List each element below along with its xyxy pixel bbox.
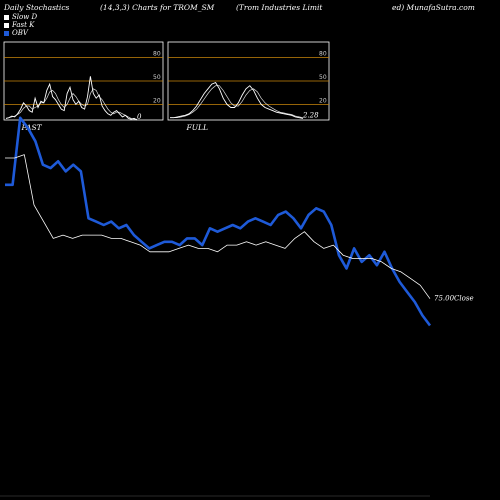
legend-swatch-obv xyxy=(4,30,9,36)
close-value-label: 75.00Close xyxy=(434,295,474,303)
legend-item-obv: OBV xyxy=(4,29,28,37)
full-tick-label-20: 20 xyxy=(319,97,327,104)
legend-label-slow-d: Slow D xyxy=(12,13,38,21)
main-series-close xyxy=(5,154,431,299)
chart-title-middle: (14,3,3) Charts for TROM_SM xyxy=(100,3,215,12)
fast-tick-label-20: 20 xyxy=(153,97,161,104)
legend-label-obv: OBV xyxy=(12,29,28,37)
legend-item-fast-k: Fast K xyxy=(4,21,34,29)
full-series-slow-d xyxy=(170,85,304,119)
full-panel-label: FULL xyxy=(186,123,209,132)
legend-swatch-fast-k xyxy=(4,22,9,28)
full-end-value-label: 2.28 xyxy=(302,111,319,119)
chart-title-right-1: (Trom Industries Limit xyxy=(236,3,323,12)
full-tick-label-50: 50 xyxy=(319,74,327,81)
chart-title-left: Daily Stochastics xyxy=(4,3,70,12)
legend-label-fast-k: Fast K xyxy=(12,21,35,29)
fast-tick-label-80: 80 xyxy=(153,51,161,58)
fast-series-fast-k xyxy=(5,76,138,121)
legend-swatch-slow-d xyxy=(4,14,9,20)
fast-series-slow-d xyxy=(5,88,137,120)
fast-panel-label: FAST xyxy=(21,123,43,132)
full-tick-label-80: 80 xyxy=(319,51,327,58)
fast-tick-label-50: 50 xyxy=(153,74,161,81)
legend-item-slow-d: Slow D xyxy=(4,13,37,21)
chart-title-right-2: ed) MunafaSutra.com xyxy=(392,3,475,12)
main-series-obv xyxy=(5,116,432,327)
fast-end-value-label: 0 xyxy=(137,113,142,121)
full-series-fast-k xyxy=(170,82,304,119)
